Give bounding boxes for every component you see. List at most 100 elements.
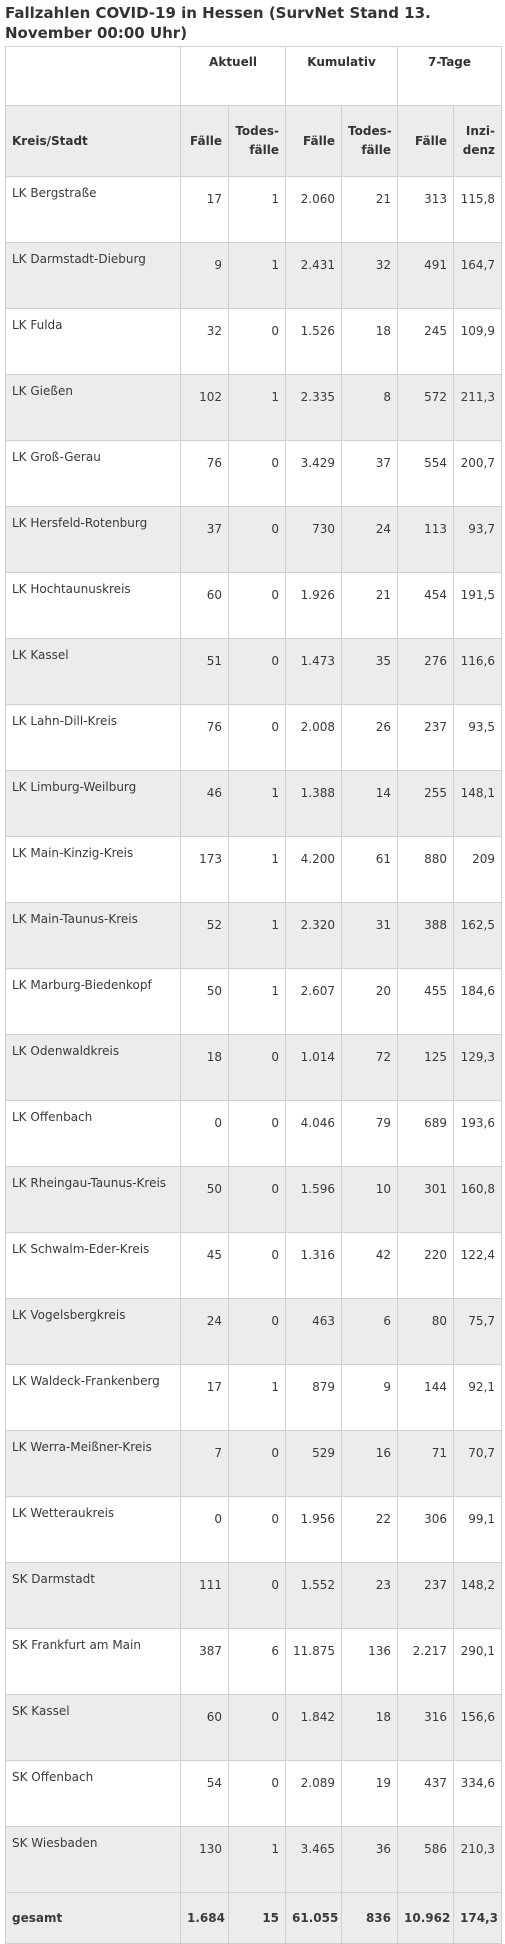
- value-cell: 21: [341, 176, 399, 243]
- value-cell: 0: [227, 572, 287, 639]
- table-row: LK Schwalm-Eder-Kreis 45 0 1.316 42 220 122,4: [5, 1232, 503, 1299]
- table-body: LK Bergstraße 17 1 2.060 21 313 115,8 LK Darmst…: [5, 176, 503, 1944]
- value-cell: 1: [227, 242, 287, 309]
- column-header: Todes-fälle: [227, 105, 287, 177]
- value-cell: 237: [397, 1562, 455, 1629]
- value-cell: 6: [227, 1628, 287, 1695]
- group-header-kumulativ: Kumulativ: [285, 46, 399, 106]
- value-cell: 2.320: [285, 902, 343, 969]
- value-cell: 6: [341, 1298, 399, 1365]
- value-cell: 276: [397, 638, 455, 705]
- district-name-cell: SK Frankfurt am Main: [5, 1628, 181, 1695]
- value-cell: 129,3: [453, 1034, 503, 1101]
- value-cell: 4.200: [285, 836, 343, 903]
- value-cell: 211,3: [453, 374, 503, 441]
- value-cell: 32: [180, 308, 229, 375]
- value-cell: 1: [227, 176, 287, 243]
- value-cell: 19: [341, 1760, 399, 1827]
- district-name-cell: SK Kassel: [5, 1694, 181, 1761]
- value-cell: 0: [227, 1430, 287, 1497]
- column-header: Fälle: [285, 105, 343, 177]
- value-cell: 52: [180, 902, 229, 969]
- district-name-cell: LK Fulda: [5, 308, 181, 375]
- value-cell: 162,5: [453, 902, 503, 969]
- value-cell: 836: [341, 1892, 399, 1944]
- column-header: Kreis/Stadt: [5, 105, 181, 177]
- value-cell: 255: [397, 770, 455, 837]
- value-cell: 220: [397, 1232, 455, 1299]
- value-cell: 463: [285, 1298, 343, 1365]
- value-cell: 148,1: [453, 770, 503, 837]
- value-cell: 17: [180, 176, 229, 243]
- value-cell: 11.875: [285, 1628, 343, 1695]
- group-header-empty: [5, 46, 181, 106]
- district-name-cell: LK Darmstadt-Dieburg: [5, 242, 181, 309]
- value-cell: 115,8: [453, 176, 503, 243]
- value-cell: 1.926: [285, 572, 343, 639]
- district-name-cell: LK Main-Kinzig-Kreis: [5, 836, 181, 903]
- value-cell: 156,6: [453, 1694, 503, 1761]
- table-row: LK Odenwaldkreis 18 0 1.014 72 125 129,3: [5, 1034, 503, 1101]
- district-name-cell: LK Vogelsbergkreis: [5, 1298, 181, 1365]
- value-cell: 18: [341, 308, 399, 375]
- value-cell: 210,3: [453, 1826, 503, 1893]
- group-header-7-tage: 7-Tage: [397, 46, 503, 106]
- value-cell: 32: [341, 242, 399, 309]
- district-name-cell: LK Werra-Meißner-Kreis: [5, 1430, 181, 1497]
- value-cell: 0: [180, 1100, 229, 1167]
- value-cell: 136: [341, 1628, 399, 1695]
- value-cell: 306: [397, 1496, 455, 1563]
- table-row: LK Hersfeld-Rotenburg 37 0 730 24 113 93,7: [5, 506, 503, 573]
- value-cell: 1: [227, 1364, 287, 1431]
- table-row: SK Kassel 60 0 1.842 18 316 156,6: [5, 1694, 503, 1761]
- table-row: LK Kassel 51 0 1.473 35 276 116,6: [5, 638, 503, 705]
- value-cell: 2.431: [285, 242, 343, 309]
- district-name-cell: SK Darmstadt: [5, 1562, 181, 1629]
- value-cell: 0: [227, 638, 287, 705]
- value-cell: 130: [180, 1826, 229, 1893]
- value-cell: 689: [397, 1100, 455, 1167]
- covid-table: Aktuell Kumulativ 7-Tage Kreis/Stadt Fäl…: [5, 46, 503, 1944]
- value-cell: 31: [341, 902, 399, 969]
- value-cell: 1.316: [285, 1232, 343, 1299]
- value-cell: 3.429: [285, 440, 343, 507]
- value-cell: 51: [180, 638, 229, 705]
- value-cell: 60: [180, 1694, 229, 1761]
- value-cell: 93,5: [453, 704, 503, 771]
- column-header: Inzi-denz: [453, 105, 503, 177]
- value-cell: 148,2: [453, 1562, 503, 1629]
- district-name-cell: LK Waldeck-Frankenberg: [5, 1364, 181, 1431]
- value-cell: 10: [341, 1166, 399, 1233]
- value-cell: 209: [453, 836, 503, 903]
- table-row: LK Werra-Meißner-Kreis 7 0 529 16 71 70,7: [5, 1430, 503, 1497]
- value-cell: 437: [397, 1760, 455, 1827]
- value-cell: 0: [227, 1034, 287, 1101]
- value-cell: 1.596: [285, 1166, 343, 1233]
- value-cell: 316: [397, 1694, 455, 1761]
- district-name-cell: LK Gießen: [5, 374, 181, 441]
- value-cell: 99,1: [453, 1496, 503, 1563]
- table-row: LK Hochtaunuskreis 60 0 1.926 21 454 191,5: [5, 572, 503, 639]
- value-cell: 16: [341, 1430, 399, 1497]
- table-row: LK Groß-Gerau 76 0 3.429 37 554 200,7: [5, 440, 503, 507]
- value-cell: 36: [341, 1826, 399, 1893]
- group-header-row: Aktuell Kumulativ 7-Tage: [5, 46, 503, 106]
- value-cell: 730: [285, 506, 343, 573]
- value-cell: 20: [341, 968, 399, 1035]
- value-cell: 1.956: [285, 1496, 343, 1563]
- value-cell: 24: [341, 506, 399, 573]
- district-name-cell: LK Offenbach: [5, 1100, 181, 1167]
- value-cell: 0: [227, 1166, 287, 1233]
- table-row: SK Offenbach 54 0 2.089 19 437 334,6: [5, 1760, 503, 1827]
- value-cell: 1.684: [180, 1892, 229, 1944]
- value-cell: 2.008: [285, 704, 343, 771]
- value-cell: 554: [397, 440, 455, 507]
- table-row: LK Darmstadt-Dieburg 9 1 2.431 32 491 164,7: [5, 242, 503, 309]
- district-name-cell: LK Marburg-Biedenkopf: [5, 968, 181, 1035]
- value-cell: 2.217: [397, 1628, 455, 1695]
- value-cell: 0: [227, 1496, 287, 1563]
- value-cell: 9: [341, 1364, 399, 1431]
- district-name-cell: LK Rheingau-Taunus-Kreis: [5, 1166, 181, 1233]
- value-cell: 122,4: [453, 1232, 503, 1299]
- value-cell: 191,5: [453, 572, 503, 639]
